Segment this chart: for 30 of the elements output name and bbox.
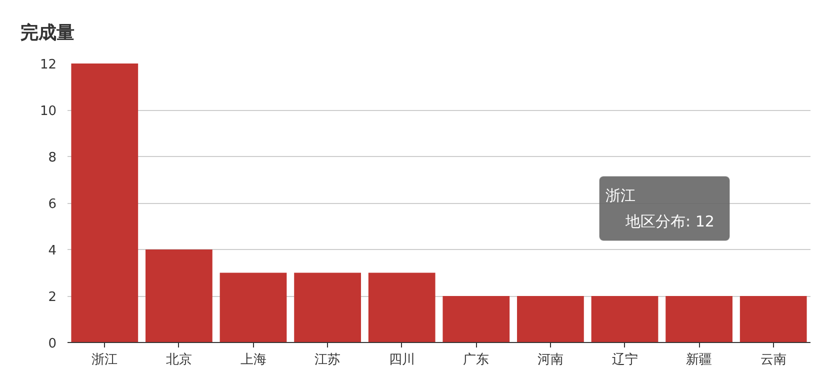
annotation: 浙江 — [606, 186, 636, 204]
y-tick-label: 10 — [40, 104, 57, 119]
bar — [591, 296, 658, 342]
annotation: 地区分布: 12 — [624, 212, 714, 230]
x-tick-label: 广东 — [463, 352, 490, 368]
x-tick-label: 四川 — [388, 352, 415, 368]
bar — [442, 296, 510, 342]
bar — [517, 296, 584, 342]
chart-title: 完成量 — [20, 22, 74, 44]
x-tick-label: 浙江 — [92, 352, 118, 368]
y-tick-label: 8 — [48, 150, 57, 166]
bar — [740, 296, 807, 342]
bar — [294, 272, 361, 342]
y-tick-label: 0 — [48, 336, 57, 352]
x-tick-label: 辽宁 — [612, 352, 638, 368]
x-tick-label: 新疆 — [686, 352, 712, 368]
y-tick-label: 12 — [40, 58, 57, 72]
x-tick-label: 上海 — [240, 352, 266, 368]
x-tick-label: 江苏 — [314, 352, 341, 368]
y-tick-label: 4 — [48, 244, 57, 258]
x-tick-label: 河南 — [537, 352, 564, 368]
bar — [71, 64, 138, 342]
x-tick-label: 北京 — [166, 352, 192, 368]
bar — [146, 250, 212, 342]
bar — [220, 272, 287, 342]
y-tick-label: 2 — [48, 290, 57, 305]
x-tick-label: 云南 — [760, 352, 786, 368]
bar — [368, 272, 436, 342]
bar — [666, 296, 732, 342]
y-tick-label: 6 — [48, 197, 57, 212]
